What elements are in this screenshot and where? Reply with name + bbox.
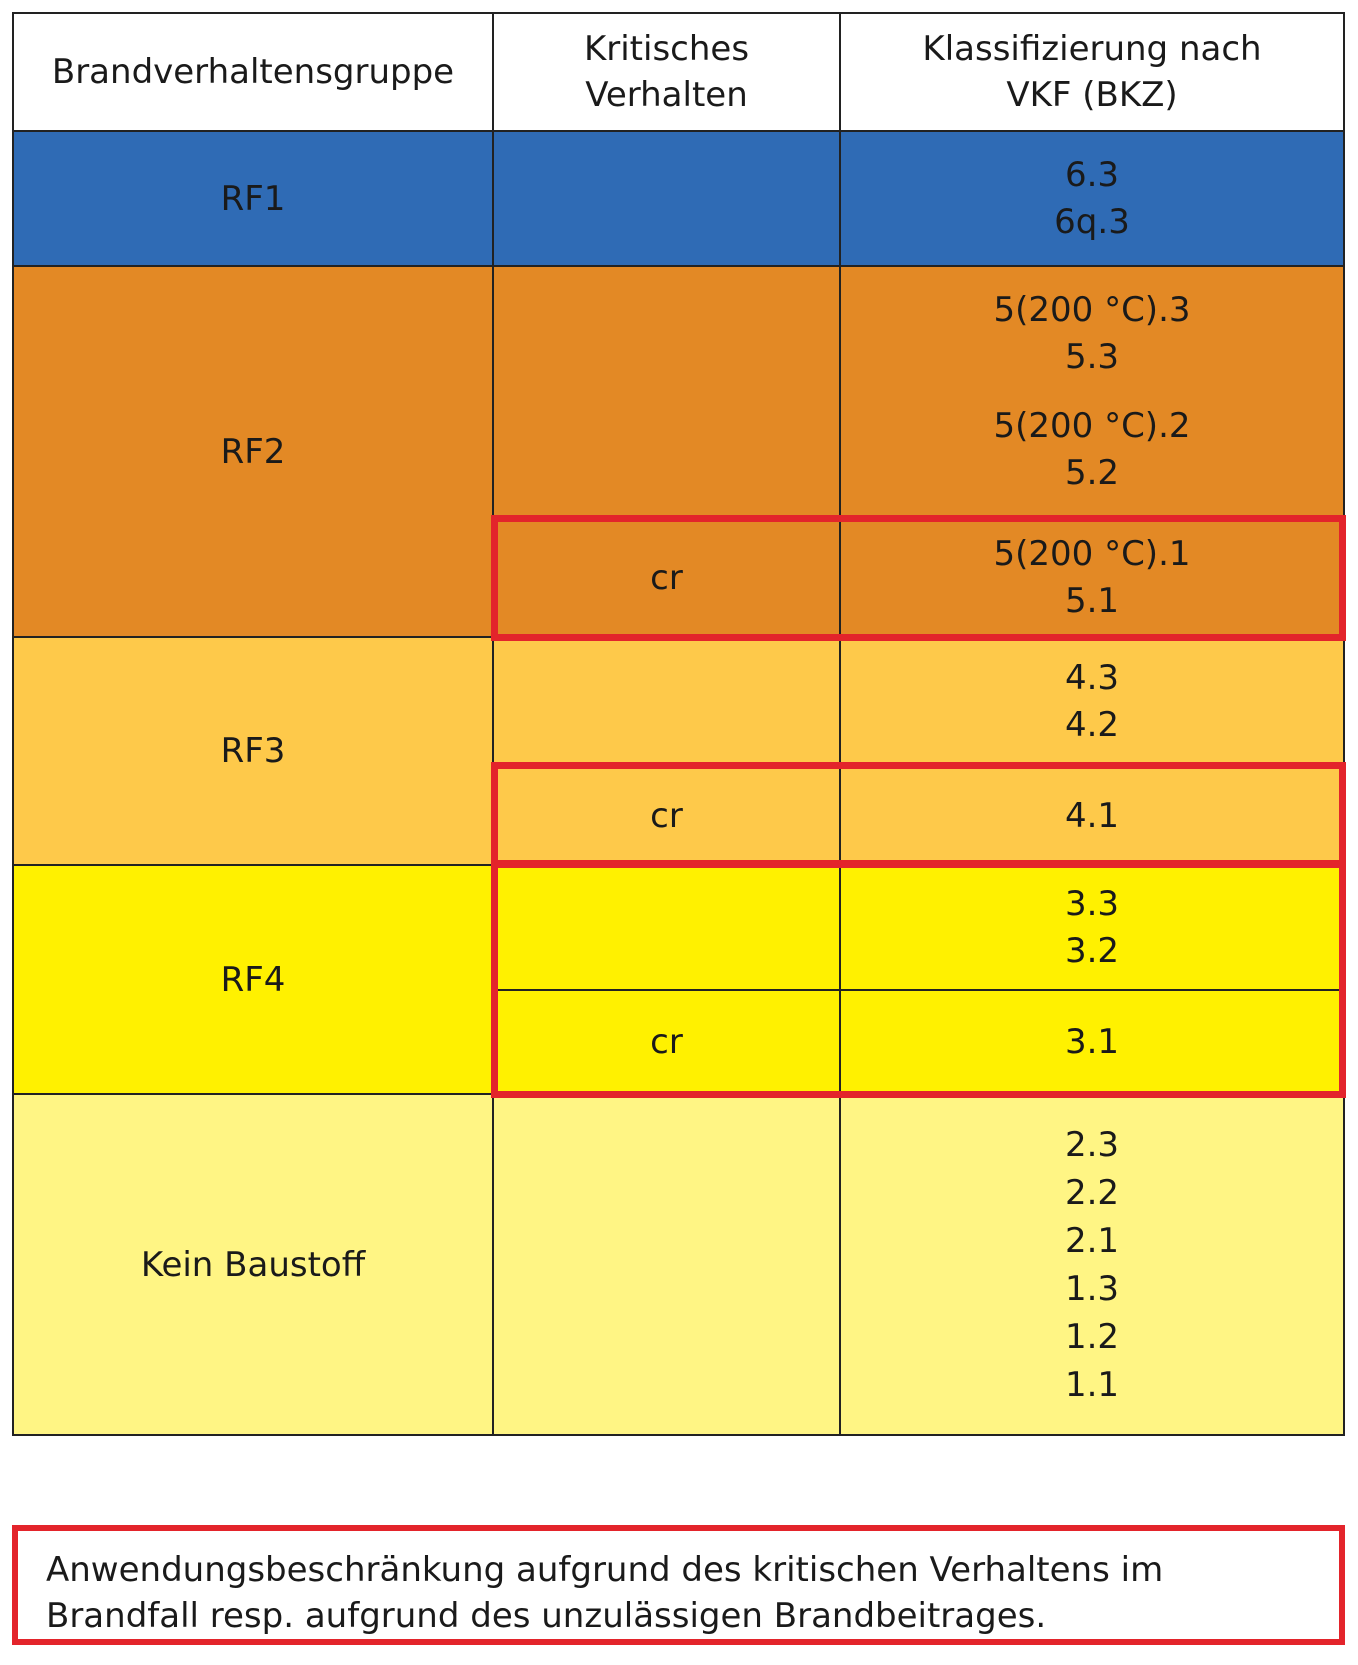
- rf3-critical-cell: [492, 636, 841, 767]
- kein-baustoff-label: Kein Baustoff: [140, 1244, 366, 1285]
- kein-baustoff-class-value: 2.3: [1064, 1124, 1120, 1165]
- rf3-group-cell: RF3: [12, 636, 494, 866]
- kein-baustoff-class-value: 1.3: [1064, 1268, 1120, 1309]
- rf1-critical-cell: [492, 130, 841, 267]
- rf2-class-value: 5.3: [1064, 337, 1120, 377]
- rf3-class-cell: 4.3 4.2: [839, 636, 1345, 767]
- rf3-label: RF3: [220, 731, 286, 771]
- rf1-class-value: 6.3: [1064, 154, 1120, 195]
- rf2-label: RF2: [220, 431, 286, 472]
- fire-classification-table: Brandverhaltensgruppe Kritisches Verhalt…: [12, 12, 1346, 1472]
- rf2-critical-cell: [492, 265, 841, 519]
- rf2-class-cr-value: 5.1: [1064, 580, 1120, 621]
- rf4-critical-label: cr: [650, 1022, 683, 1062]
- rf3-class-cr-cell: 4.1: [839, 765, 1345, 866]
- rf1-class-cell: 6.3 6q.3: [839, 130, 1345, 267]
- legend-line2: Brandfall resp. aufgrund des unzulässige…: [46, 1596, 1047, 1636]
- restriction-legend: Anwendungsbeschränkung aufgrund des krit…: [12, 1525, 1345, 1645]
- header-critical: Kritisches Verhalten: [492, 12, 841, 132]
- rf2-critical-label: cr: [650, 557, 683, 598]
- rf2-class-value: 5.2: [1064, 453, 1120, 493]
- header-class-line2: VKF (BKZ): [1006, 75, 1178, 115]
- rf3-class-value: 4.3: [1064, 657, 1120, 698]
- header-group-label: Brandverhaltensgruppe: [51, 52, 455, 92]
- rf4-group-cell: RF4: [12, 864, 494, 1095]
- kein-baustoff-critical-cell: [492, 1093, 841, 1436]
- legend-line1: Anwendungsbeschränkung aufgrund des krit…: [46, 1550, 1164, 1590]
- rf4-class-cell: 3.3 3.2: [839, 864, 1345, 991]
- rf3-class-value: 4.2: [1064, 704, 1120, 745]
- header-critical-line2: Verhalten: [585, 75, 748, 115]
- kein-baustoff-class-value: 2.1: [1064, 1220, 1120, 1261]
- rf2-class-cr-value: 5(200 °C).1: [993, 533, 1191, 574]
- header-critical-line1: Kritisches: [583, 29, 750, 69]
- kein-baustoff-class-value: 2.2: [1064, 1172, 1120, 1213]
- rf2-class-value: 5(200 °C).2: [993, 406, 1191, 446]
- rf4-critical-cell: [492, 864, 841, 991]
- kein-baustoff-class-value: 1.2: [1064, 1316, 1120, 1357]
- rf1-class-value: 6q.3: [1054, 201, 1130, 242]
- header-class-line1: Klassifizierung nach: [922, 29, 1262, 69]
- rf4-class-cr-cell: 3.1: [839, 989, 1345, 1095]
- rf1-group-cell: RF1: [12, 130, 494, 267]
- kein-baustoff-group-cell: Kein Baustoff: [12, 1093, 494, 1436]
- kein-baustoff-class-cell: 2.3 2.2 2.1 1.3 1.2 1.1: [839, 1093, 1345, 1436]
- rf4-class-value: 3.3: [1064, 883, 1120, 924]
- rf2-group-cell: RF2: [12, 265, 494, 638]
- rf4-class-cr-value: 3.1: [1064, 1022, 1120, 1062]
- header-group: Brandverhaltensgruppe: [12, 12, 494, 132]
- rf2-class-cr-cell: 5(200 °C).1 5.1: [839, 517, 1345, 638]
- rf4-label: RF4: [220, 959, 286, 1000]
- rf4-class-value: 3.2: [1064, 930, 1120, 971]
- rf2-class-value: 5(200 °C).3: [993, 290, 1191, 330]
- rf3-critical-cr-cell: cr: [492, 765, 841, 866]
- rf4-critical-cr-cell: cr: [492, 989, 841, 1095]
- rf2-class-cell: 5(200 °C).3 5.3 5(200 °C).2 5.2: [839, 265, 1345, 519]
- rf3-critical-label: cr: [650, 795, 683, 836]
- kein-baustoff-class-value: 1.1: [1064, 1364, 1120, 1405]
- rf3-class-cr-value: 4.1: [1064, 795, 1120, 836]
- rf2-critical-cr-cell: cr: [492, 517, 841, 638]
- rf1-label: RF1: [220, 178, 286, 219]
- header-classification: Klassifizierung nach VKF (BKZ): [839, 12, 1345, 132]
